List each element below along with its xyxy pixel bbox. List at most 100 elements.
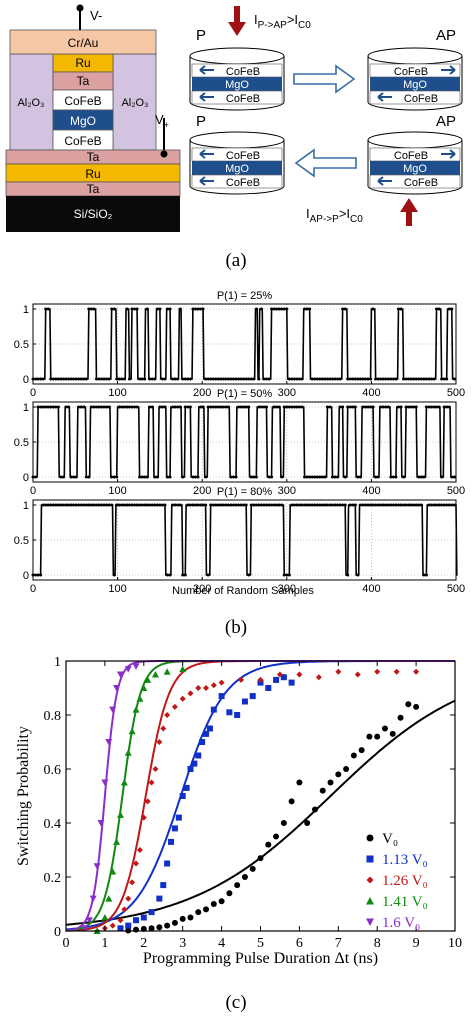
sample-point <box>176 405 180 409</box>
cylinder-top <box>189 131 285 149</box>
data-point <box>234 712 241 718</box>
sample-point <box>351 503 355 507</box>
sample-point <box>112 573 116 577</box>
sample-point <box>191 475 195 479</box>
sample-point <box>295 503 299 507</box>
sample-point <box>87 475 91 479</box>
sample-point <box>97 405 101 409</box>
sample-point <box>343 503 347 507</box>
sample-point <box>270 503 274 507</box>
sample-point <box>447 503 451 507</box>
sample-point <box>310 503 314 507</box>
data-point <box>397 714 404 721</box>
sample-point <box>305 475 309 479</box>
sample-point <box>315 377 319 381</box>
sample-point <box>191 503 195 507</box>
sample-point <box>54 377 58 381</box>
sample-point <box>318 377 322 381</box>
bitstream-plot-3: P(1) = 80% 0 100 200 300 400 500 0 0.5 1 <box>14 486 465 595</box>
panel-a: V- V+ Cr/Au Ru Ta CoFeB MgO CoFeB Ta Ru … <box>5 4 463 271</box>
data-point <box>265 841 272 848</box>
sample-point <box>56 405 60 409</box>
sample-point <box>432 377 436 381</box>
sample-point <box>178 503 182 507</box>
sample-point <box>224 405 228 409</box>
sample-point <box>259 405 263 409</box>
sample-point <box>84 377 88 381</box>
sample-point <box>424 405 428 409</box>
sample-point <box>391 377 395 381</box>
sample-point <box>110 475 114 479</box>
sample-point <box>435 307 439 311</box>
bitstream-plot-1: P(1) = 25% 0 100 200 300 400 500 0 0.5 1 <box>14 290 465 399</box>
sample-point <box>249 475 253 479</box>
sample-point <box>277 307 281 311</box>
sample-point <box>427 377 431 381</box>
sample-point <box>46 405 50 409</box>
sample-point <box>402 377 406 381</box>
sample-point <box>409 377 413 381</box>
sample-point <box>247 377 251 381</box>
sample-point <box>59 377 63 381</box>
data-point <box>203 906 210 913</box>
sample-point <box>145 503 149 507</box>
sample-point <box>452 377 456 381</box>
top-contact-label: V- <box>90 8 102 23</box>
sample-point <box>351 377 355 381</box>
sample-point <box>351 405 355 409</box>
sample-point <box>282 405 286 409</box>
mgo-label: MgO <box>225 79 249 91</box>
sample-point <box>79 503 83 507</box>
layer-mgo <box>370 77 460 91</box>
sample-point <box>112 475 116 479</box>
sample-point <box>237 405 241 409</box>
sample-point <box>272 307 276 311</box>
data-point <box>288 798 295 805</box>
bitstream-plot-2: P(1) = 50% 0 100 200 300 400 500 0 0.5 1 <box>14 388 465 497</box>
sample-point <box>216 503 220 507</box>
tick-label-x: 200 <box>193 583 211 595</box>
data-point <box>121 906 128 913</box>
panel-c: 0 1 2 3 4 5 6 7 8 9 10 0 0.2 0.4 0.6 0.8 1 Programming Pu… <box>15 655 462 1013</box>
data-point <box>273 676 280 683</box>
mgo-label: MgO <box>403 79 427 91</box>
sample-point <box>61 377 65 381</box>
sample-point <box>320 377 324 381</box>
sample-point <box>450 307 454 311</box>
data-point <box>358 747 365 754</box>
sample-point <box>407 405 411 409</box>
sample-point <box>290 405 294 409</box>
sample-point <box>201 503 205 507</box>
sample-point <box>59 503 63 507</box>
cofeb-free-label: CoFeB <box>226 150 260 162</box>
sample-point <box>366 503 370 507</box>
sample-point <box>204 475 208 479</box>
data-point <box>125 895 132 902</box>
sample-point <box>183 377 187 381</box>
sample-point <box>117 377 121 381</box>
sample-point <box>196 475 200 479</box>
data-point <box>195 752 202 759</box>
sample-point <box>323 377 327 381</box>
sample-point <box>313 475 317 479</box>
data-point <box>206 725 213 732</box>
sample-point <box>374 377 378 381</box>
sample-point <box>325 405 329 409</box>
tick-label-x: 0 <box>63 936 70 951</box>
sample-point <box>389 475 393 479</box>
sample-point <box>363 377 367 381</box>
tick-label-x: 1 <box>101 936 108 951</box>
sample-point <box>394 503 398 507</box>
legend-label: V₀ <box>382 831 398 847</box>
state-label-ap: AP <box>436 113 456 130</box>
sample-point <box>133 405 137 409</box>
sample-point <box>427 405 431 409</box>
sample-point <box>166 307 170 311</box>
sample-point <box>176 503 180 507</box>
sample-point <box>259 307 263 311</box>
label-al2o3-left: Al₂O₃ <box>17 97 44 109</box>
sample-point <box>292 405 296 409</box>
sample-point <box>391 475 395 479</box>
sample-point <box>171 405 175 409</box>
sample-point <box>353 377 357 381</box>
